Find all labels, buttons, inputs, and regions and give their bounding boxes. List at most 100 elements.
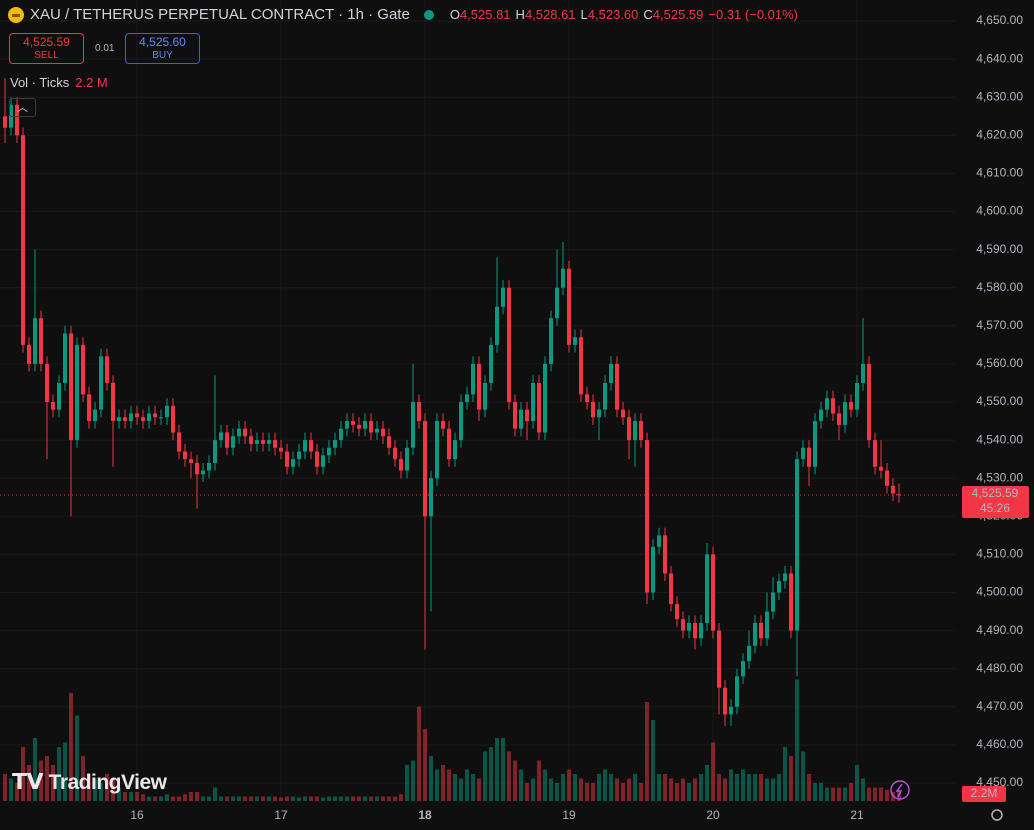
volume-bar [681, 778, 685, 801]
candle-body [813, 421, 817, 467]
volume-bar [483, 751, 487, 801]
candle-body [789, 573, 793, 631]
candle-body [585, 394, 589, 402]
y-tick-label: 4,570.00 [976, 318, 1023, 332]
volume-bar [579, 778, 583, 801]
volume-bar [873, 787, 877, 801]
candle-body [189, 459, 193, 463]
candle-body [27, 344, 31, 364]
price-tag-label: 4,525.59 [972, 486, 1019, 500]
volume-bar [273, 796, 277, 801]
volume-bar [471, 774, 475, 801]
indicator-value: 2.2 M [75, 75, 108, 90]
countdown: 45:26 [980, 501, 1010, 515]
volume-bar [555, 783, 559, 801]
ohlc-value: 4,525.59 [652, 7, 704, 22]
volume-bar [351, 796, 355, 801]
candle-body [405, 447, 409, 471]
candle-body [795, 459, 799, 631]
volume-bar [663, 774, 667, 801]
volume-bar [189, 792, 193, 801]
volume-bar [507, 751, 511, 801]
x-tick-label: 20 [706, 808, 720, 822]
volume-bar [171, 796, 175, 801]
candle-body [21, 135, 25, 345]
candle-body [765, 611, 769, 639]
volume-bar [21, 747, 25, 801]
volume-bar [387, 796, 391, 801]
volume-bar [417, 706, 421, 801]
candle-body [831, 398, 835, 414]
volume-bar [27, 765, 31, 801]
volume-bar [651, 720, 655, 801]
volume-bar [549, 778, 553, 801]
candle-body [339, 428, 343, 441]
candle-body [783, 573, 787, 582]
volume-bar [105, 774, 109, 801]
volume-bar [39, 760, 43, 801]
candle-body [15, 104, 19, 136]
candle-body [855, 382, 859, 410]
volume-bar [99, 783, 103, 801]
volume-bar [111, 778, 115, 801]
volume-bar [801, 751, 805, 801]
candle-body [543, 363, 547, 433]
y-tick-label: 4,460.00 [976, 737, 1023, 751]
volume-bar [633, 774, 637, 801]
collapse-button[interactable]: ︿ [9, 98, 36, 117]
candle-body [633, 421, 637, 441]
volume-bar [177, 796, 181, 801]
candle-body [333, 440, 337, 448]
candle-body [837, 413, 841, 425]
candle-body [531, 382, 535, 422]
candle-body [843, 402, 847, 425]
lightning-icon [890, 780, 910, 800]
volume-bar [561, 774, 565, 801]
volume-bar [627, 778, 631, 801]
volume-bar [363, 796, 367, 801]
volume-bar [57, 747, 61, 801]
volume-bar [807, 774, 811, 801]
candle-body [69, 333, 73, 441]
candle-body [555, 287, 559, 319]
buy-price: 4,525.60 [139, 35, 186, 49]
buy-label: BUY [152, 50, 173, 61]
candle-body [711, 554, 715, 631]
candle-body [177, 432, 181, 452]
candle-body [561, 268, 565, 288]
y-tick-label: 4,470.00 [976, 699, 1023, 713]
volume-bar [885, 789, 889, 801]
ohlc-item: L4,523.60 [581, 7, 639, 22]
candle-body [579, 337, 583, 395]
candle-body [195, 462, 199, 475]
candle-body [519, 409, 523, 429]
volume-bar [825, 787, 829, 801]
volume-bar [195, 792, 199, 801]
candle-body [129, 413, 133, 422]
candle-body [681, 619, 685, 631]
volume-bar [267, 796, 271, 801]
buy-button[interactable]: 4,525.60 BUY [125, 33, 200, 64]
candle-body [513, 402, 517, 429]
volume-bar [255, 796, 259, 801]
candle-body [393, 447, 397, 460]
volume-bar [459, 778, 463, 801]
volume-bar [783, 747, 787, 801]
candle-body [111, 382, 115, 422]
volume-bar [369, 796, 373, 801]
sell-button[interactable]: 4,525.59 SELL [9, 33, 84, 64]
ohlc-legend: O4,525.81 H4,528.61 L4,523.60 C4,525.59 −0.3… [450, 7, 798, 22]
candle-body [273, 440, 277, 448]
sell-price: 4,525.59 [23, 35, 70, 49]
candle-body [57, 382, 61, 410]
volume-bar [513, 760, 517, 801]
y-tick-label: 4,550.00 [976, 394, 1023, 408]
candle-body [861, 363, 865, 383]
candle-body [675, 603, 679, 620]
candle-body [453, 440, 457, 460]
indicator-legend: Vol · Ticks 2.2 M [10, 75, 108, 90]
volume-bar [315, 796, 319, 801]
volume-bar [609, 774, 613, 801]
candle-body [285, 451, 289, 467]
volume-bar [489, 747, 493, 801]
